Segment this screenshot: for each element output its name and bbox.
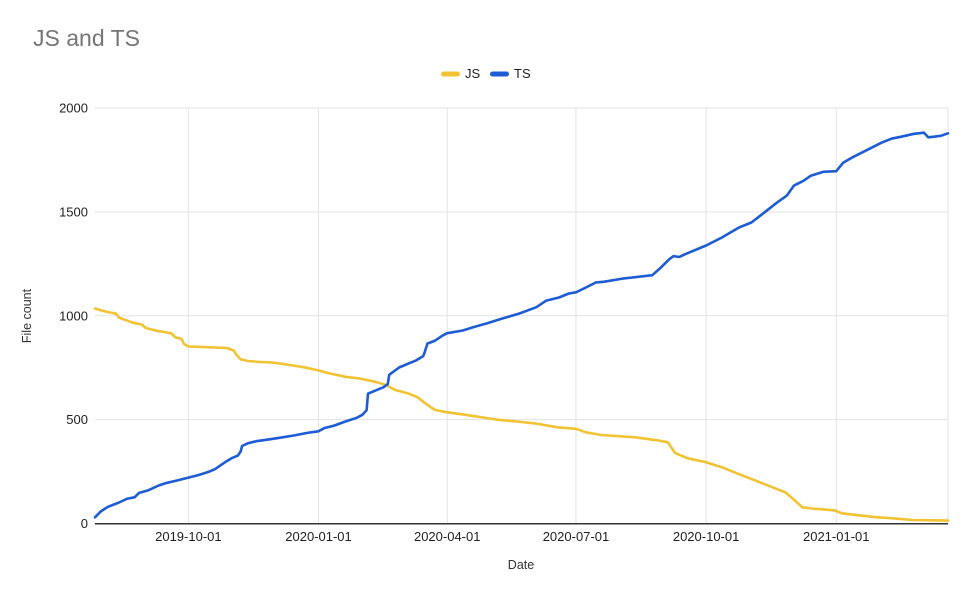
x-tick-label: 2019-10-01 — [155, 529, 222, 544]
x-tick-label: 2020-01-01 — [285, 529, 352, 544]
series-lines — [93, 131, 950, 522]
y-tick-label: 1000 — [59, 308, 88, 323]
x-tick-label: 2020-07-01 — [543, 529, 610, 544]
tick-labels: 0 500 1000 1500 2000 2019-10-01 2020-01-01 2020… — [59, 101, 869, 545]
x-tick-label: 2021-01-01 — [803, 529, 870, 544]
y-tick-label: 2000 — [59, 101, 88, 116]
legend-label-js: JS — [465, 66, 481, 81]
y-tick-label: 1500 — [59, 204, 88, 219]
legend-label-ts: TS — [514, 66, 531, 81]
legend-swatch-js-icon — [441, 71, 460, 77]
legend-swatch-ts-icon — [490, 71, 509, 77]
y-tick-label: 0 — [81, 516, 88, 531]
legend-item-ts[interactable]: TS — [490, 66, 531, 81]
chart-title: JS and TS — [33, 25, 140, 51]
x-tick-label: 2020-10-01 — [673, 529, 740, 544]
series-line-ts[interactable] — [93, 131, 950, 519]
y-tick-label: 500 — [66, 412, 88, 427]
legend-item-js[interactable]: JS — [441, 66, 481, 81]
x-axis-title: Date — [508, 558, 534, 572]
y-axis-title: File count — [20, 288, 34, 343]
legend: JS TS — [441, 66, 531, 81]
series-line-js[interactable] — [93, 307, 950, 522]
x-tick-label: 2020-04-01 — [414, 529, 481, 544]
gridlines — [95, 107, 949, 524]
